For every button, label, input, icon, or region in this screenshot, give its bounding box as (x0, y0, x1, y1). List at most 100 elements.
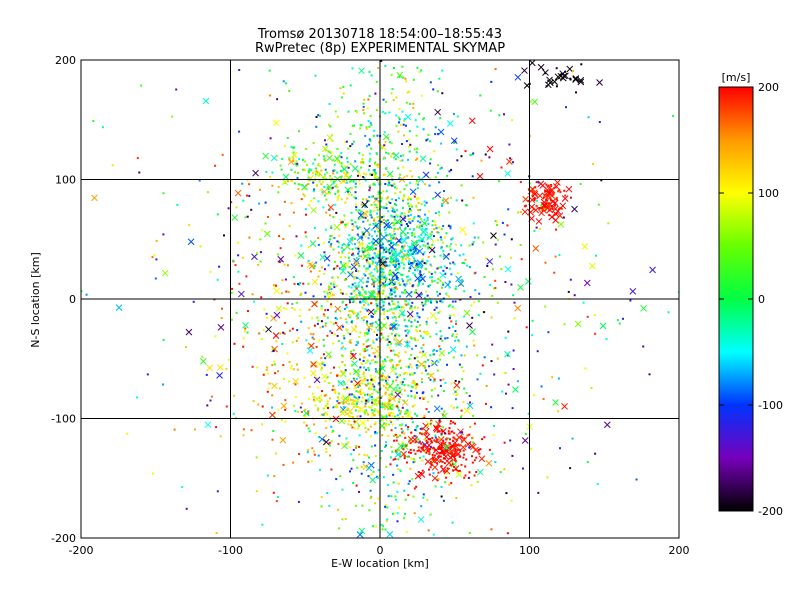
data-point (384, 423, 387, 425)
data-point-x (405, 411, 412, 418)
data-point (440, 407, 443, 410)
data-point (407, 426, 410, 428)
data-point (410, 337, 413, 340)
data-point (441, 69, 444, 72)
data-point (370, 257, 373, 260)
data-point (477, 449, 480, 451)
data-point (332, 158, 335, 161)
data-point (363, 375, 366, 378)
data-point (388, 277, 391, 280)
data-point (408, 319, 410, 322)
data-point (423, 251, 426, 254)
data-point (454, 336, 457, 339)
data-point (451, 469, 454, 472)
data-point (388, 181, 391, 184)
data-point (326, 186, 329, 189)
data-point (333, 286, 336, 289)
data-point (403, 188, 406, 191)
data-point (352, 383, 355, 386)
data-point (542, 398, 545, 400)
data-point-x (445, 459, 453, 467)
data-point (427, 529, 430, 532)
data-point (283, 307, 286, 309)
data-point (544, 305, 547, 308)
data-point (387, 343, 389, 346)
data-point (336, 148, 339, 150)
data-point (267, 216, 269, 218)
data-point (377, 200, 380, 202)
data-point (372, 339, 374, 342)
data-point (364, 179, 367, 182)
data-point (353, 400, 356, 402)
data-point (396, 512, 399, 515)
data-point (327, 284, 330, 287)
data-point (248, 183, 251, 186)
data-point-x (386, 382, 394, 390)
data-point (418, 70, 421, 73)
data-point (85, 293, 88, 296)
data-point (460, 155, 463, 158)
data-point (379, 313, 382, 316)
data-point-x (404, 340, 411, 348)
data-point (416, 356, 419, 359)
data-point (411, 262, 414, 265)
data-point (318, 154, 321, 157)
data-point (360, 255, 363, 258)
data-point (334, 110, 337, 113)
data-point (259, 260, 262, 263)
data-point (384, 391, 387, 394)
data-point (468, 471, 471, 474)
data-point (358, 255, 361, 258)
data-point (380, 396, 382, 399)
data-point (324, 175, 327, 178)
data-point (310, 200, 313, 203)
data-point (329, 397, 332, 400)
data-point (363, 296, 366, 299)
data-point (342, 325, 344, 328)
data-point (385, 220, 388, 223)
data-point (362, 348, 365, 351)
data-point (370, 147, 373, 150)
data-point (535, 205, 538, 208)
data-point (407, 303, 410, 306)
data-point (312, 162, 315, 165)
data-point (329, 238, 331, 241)
data-point (372, 210, 375, 212)
data-point (344, 347, 347, 350)
data-point (409, 170, 412, 173)
data-point (473, 422, 476, 425)
data-point (317, 243, 320, 246)
data-point (219, 435, 222, 438)
data-point (380, 197, 383, 200)
data-point (344, 388, 347, 391)
data-point (368, 265, 371, 268)
data-point-x (466, 322, 473, 329)
data-point-x (521, 67, 528, 74)
data-point (372, 169, 375, 172)
data-point (412, 102, 415, 105)
data-point (371, 401, 373, 404)
data-point (311, 363, 313, 366)
data-point (373, 385, 376, 388)
data-point (305, 213, 307, 216)
data-point-x (418, 361, 425, 368)
data-point-x (422, 422, 430, 430)
data-point (284, 82, 287, 85)
data-point (295, 235, 298, 238)
data-point (359, 174, 362, 177)
data-point (397, 406, 400, 409)
data-point (605, 338, 608, 341)
data-point (248, 236, 251, 239)
data-point (435, 317, 438, 320)
data-point (401, 381, 404, 384)
data-point (377, 177, 380, 180)
data-point (340, 347, 343, 350)
data-point (362, 212, 365, 215)
data-point (527, 412, 530, 415)
data-point (410, 372, 413, 375)
data-point (396, 222, 398, 224)
data-point (330, 282, 332, 285)
data-point (420, 203, 423, 206)
data-point-x (320, 373, 328, 380)
data-point (415, 151, 418, 154)
